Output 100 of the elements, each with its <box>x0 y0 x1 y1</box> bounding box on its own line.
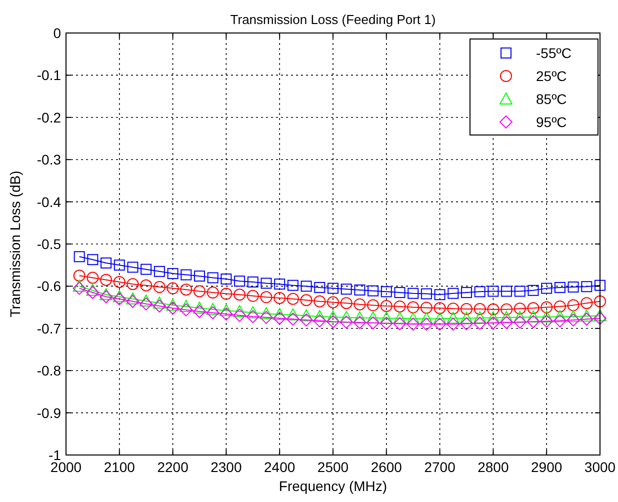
point <box>220 288 232 300</box>
point <box>540 314 554 328</box>
point <box>366 316 380 330</box>
point <box>367 299 380 312</box>
point <box>153 281 166 294</box>
point <box>408 288 419 299</box>
point <box>194 285 206 298</box>
point <box>448 288 459 299</box>
point <box>207 272 218 284</box>
legend-label: 95ºC <box>536 114 567 130</box>
point <box>380 286 392 298</box>
x-tick-label: 2900 <box>531 459 562 475</box>
x-tick-label: 2300 <box>210 459 242 475</box>
point <box>501 286 512 297</box>
point <box>353 311 366 324</box>
point <box>340 310 353 323</box>
y-tick-label: -0.3 <box>36 152 62 168</box>
point <box>526 315 540 328</box>
point <box>487 303 500 316</box>
point <box>420 312 433 324</box>
point <box>407 301 420 314</box>
point <box>113 276 126 288</box>
point <box>86 284 100 296</box>
point <box>474 302 486 315</box>
point <box>394 287 406 298</box>
point <box>286 308 300 320</box>
point <box>206 286 219 299</box>
point <box>474 286 486 298</box>
point <box>193 305 206 318</box>
point <box>580 297 593 310</box>
point <box>100 274 112 286</box>
point <box>180 284 192 296</box>
point <box>246 310 260 324</box>
point <box>300 280 312 292</box>
point <box>86 286 100 300</box>
x-tick-label: 2400 <box>264 459 296 475</box>
point <box>340 284 352 295</box>
point <box>166 302 180 315</box>
point <box>114 260 125 271</box>
point <box>567 299 580 312</box>
point <box>166 298 180 311</box>
point <box>433 312 446 324</box>
point <box>112 290 126 302</box>
point <box>72 280 86 292</box>
point <box>260 307 273 320</box>
point <box>273 312 286 325</box>
y-tick-label: -0.6 <box>36 278 62 294</box>
point <box>286 312 300 326</box>
point <box>300 313 313 326</box>
x-tick-label: 3000 <box>584 459 616 475</box>
point <box>193 302 206 314</box>
point <box>434 302 446 314</box>
point <box>246 290 259 302</box>
point <box>194 270 205 282</box>
point <box>260 310 273 324</box>
x-tick-label: 2800 <box>478 459 509 475</box>
point <box>580 310 594 322</box>
point <box>140 279 152 292</box>
point <box>420 302 432 314</box>
point <box>420 288 432 300</box>
point <box>247 276 258 288</box>
point <box>580 312 594 326</box>
point <box>566 310 580 322</box>
point <box>220 304 233 316</box>
point <box>594 280 606 291</box>
y-tick-label: -0.2 <box>36 109 62 126</box>
point <box>233 308 246 322</box>
point <box>514 302 526 315</box>
point <box>260 291 272 304</box>
point <box>126 294 140 308</box>
point <box>354 298 366 310</box>
x-tick-label: 2100 <box>104 459 136 475</box>
point <box>394 300 406 312</box>
y-tick-label: -0.1 <box>36 67 62 84</box>
point <box>541 282 552 294</box>
legend-label: 25ºC <box>536 68 567 84</box>
point <box>473 316 486 330</box>
point <box>460 302 472 315</box>
point <box>461 287 472 298</box>
point <box>393 317 406 330</box>
point <box>447 302 460 315</box>
point <box>180 303 193 316</box>
point <box>220 274 232 285</box>
point <box>72 282 86 295</box>
point <box>313 310 326 322</box>
point <box>380 300 392 312</box>
point <box>234 276 246 287</box>
point <box>327 296 339 308</box>
chart-title: Transmission Loss (Feeding Port 1) <box>230 12 436 27</box>
x-tick-label: 2200 <box>157 459 189 475</box>
point <box>152 296 166 309</box>
point <box>554 300 566 312</box>
point <box>140 264 152 275</box>
x-tick-label: 2500 <box>317 459 349 475</box>
point <box>594 295 606 308</box>
point <box>166 282 179 294</box>
point <box>167 268 178 280</box>
point <box>180 300 193 312</box>
point <box>354 284 366 296</box>
point <box>513 316 526 329</box>
